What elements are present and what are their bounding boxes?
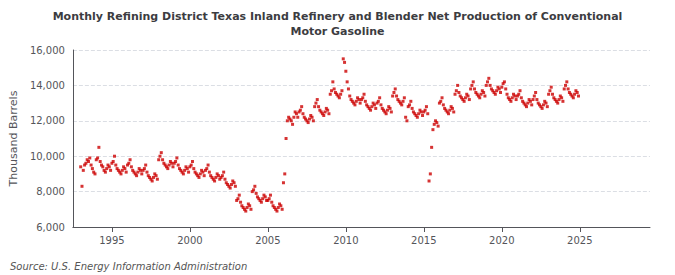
svg-text:Motor Gasoline: Motor Gasoline <box>291 25 385 38</box>
svg-text:2000: 2000 <box>177 235 202 246</box>
svg-text:Monthly Refining District Texa: Monthly Refining District Texas Inland R… <box>53 10 623 23</box>
svg-text:6,000: 6,000 <box>36 222 65 233</box>
svg-text:8,000: 8,000 <box>36 186 65 197</box>
svg-text:2015: 2015 <box>411 235 436 246</box>
svg-text:12,000: 12,000 <box>30 115 65 126</box>
svg-text:10,000: 10,000 <box>30 151 65 162</box>
svg-text:16,000: 16,000 <box>30 45 65 56</box>
svg-text:2020: 2020 <box>489 235 514 246</box>
svg-text:2010: 2010 <box>333 235 358 246</box>
svg-text:2005: 2005 <box>255 235 280 246</box>
svg-text:14,000: 14,000 <box>30 80 65 91</box>
svg-text:2025: 2025 <box>567 235 592 246</box>
svg-text:1995: 1995 <box>99 235 124 246</box>
svg-text:Thousand Barrels: Thousand Barrels <box>7 90 20 187</box>
svg-text:Source: U.S. Energy Informatio: Source: U.S. Energy Information Administ… <box>10 261 247 272</box>
